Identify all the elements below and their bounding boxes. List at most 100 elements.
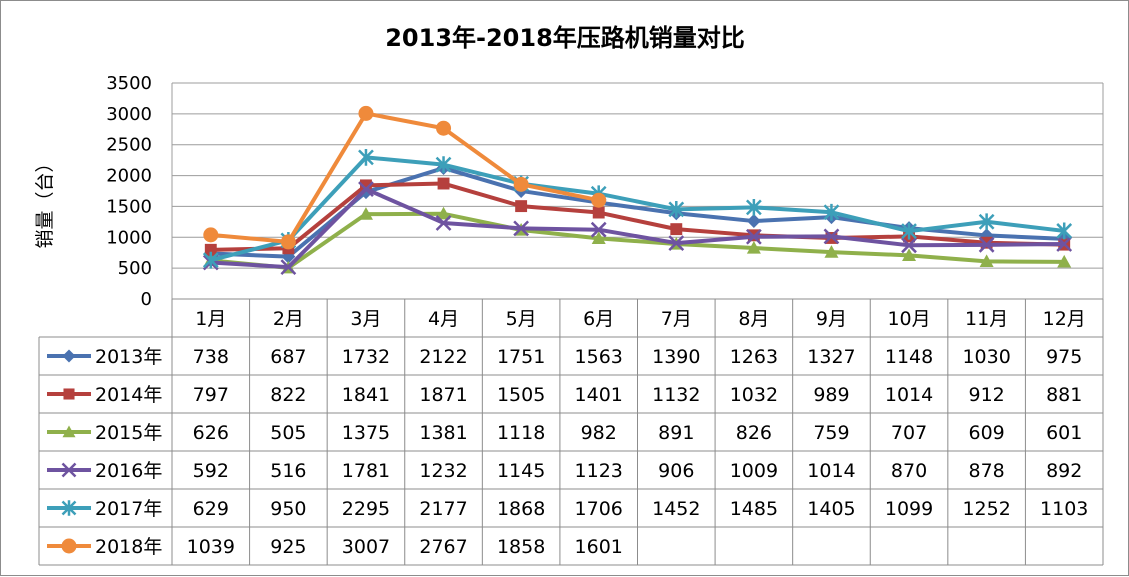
series-line xyxy=(210,187,1065,270)
data-point xyxy=(202,251,219,269)
data-point xyxy=(280,234,296,250)
data-label: 1014 xyxy=(807,460,855,482)
y-tick-label: 3500 xyxy=(106,73,152,94)
data-point xyxy=(515,200,528,213)
data-label: 1485 xyxy=(730,498,778,520)
data-point xyxy=(901,237,917,254)
data-label: 2767 xyxy=(419,536,467,558)
data-point xyxy=(204,243,217,256)
data-label: 1381 xyxy=(419,422,467,444)
data-label: 2295 xyxy=(342,498,390,520)
data-point xyxy=(670,223,683,236)
data-label: 1148 xyxy=(885,346,933,368)
series-3 xyxy=(202,181,1073,276)
data-point xyxy=(436,120,452,136)
x-tick-label: 2月 xyxy=(273,308,304,330)
y-axis-label: 销量（台） xyxy=(34,153,56,248)
data-point xyxy=(901,222,917,240)
data-label: 912 xyxy=(968,384,1004,406)
data-point xyxy=(592,206,605,219)
data-label: 2177 xyxy=(419,498,467,520)
y-tick-label: 500 xyxy=(118,258,152,279)
data-label: 989 xyxy=(813,384,849,406)
data-point xyxy=(745,198,762,216)
data-label: 1405 xyxy=(807,498,855,520)
chart-title: 2013年-2018年压路机销量对比 xyxy=(385,24,745,52)
data-label: 1032 xyxy=(730,384,778,406)
data-label: 1232 xyxy=(419,460,467,482)
data-label: 1327 xyxy=(807,346,855,368)
data-point xyxy=(668,235,685,251)
data-label: 881 xyxy=(1046,384,1082,406)
data-point xyxy=(824,245,839,258)
data-label: 797 xyxy=(193,384,229,406)
data-label: 1871 xyxy=(419,384,467,406)
data-point xyxy=(203,227,219,243)
data-label: 1401 xyxy=(575,384,623,406)
data-point xyxy=(360,179,372,192)
x-tick-label: 8月 xyxy=(738,308,769,330)
x-tick-label: 3月 xyxy=(350,308,381,330)
data-label: 1014 xyxy=(885,384,933,406)
data-point xyxy=(437,177,450,190)
data-label: 826 xyxy=(736,422,772,444)
y-axis: 0 500 1000 1500 2000 2500 3000 3500 xyxy=(106,73,152,310)
data-label: 1252 xyxy=(962,498,1010,520)
legend-label: 2018年 xyxy=(95,536,162,558)
data-point xyxy=(746,241,761,254)
series-line xyxy=(210,111,600,244)
data-label: 738 xyxy=(193,346,229,368)
data-label: 925 xyxy=(270,536,306,558)
y-tick-label: 0 xyxy=(141,289,152,310)
data-point xyxy=(745,228,762,245)
data-label: 950 xyxy=(270,498,306,520)
data-point xyxy=(62,349,76,363)
legend-label: 2016年 xyxy=(95,460,162,482)
series-line xyxy=(210,181,1065,252)
data-label: 870 xyxy=(891,460,927,482)
x-tick-label: 6月 xyxy=(583,308,614,330)
legend-label: 2017年 xyxy=(95,498,162,520)
data-label: 1030 xyxy=(962,346,1010,368)
data-point xyxy=(1056,236,1073,252)
x-tick-label: 9月 xyxy=(816,308,847,330)
data-label: 1145 xyxy=(497,460,545,482)
series-lines xyxy=(202,105,1073,276)
data-label: 707 xyxy=(891,422,927,444)
y-tick-label: 1000 xyxy=(106,227,152,248)
data-label: 592 xyxy=(193,460,229,482)
y-tick-label: 1500 xyxy=(106,196,152,217)
x-tick-label: 5月 xyxy=(506,308,537,330)
data-label: 1103 xyxy=(1040,498,1088,520)
data-point xyxy=(61,538,77,554)
data-point xyxy=(435,156,452,174)
data-label: 822 xyxy=(270,384,306,406)
data-point xyxy=(513,176,529,192)
data-label: 1039 xyxy=(187,536,235,558)
data-label: 1751 xyxy=(497,346,545,368)
data-label: 1452 xyxy=(652,498,700,520)
data-point xyxy=(980,236,993,249)
x-tick-label: 10月 xyxy=(887,308,930,330)
data-label: 3007 xyxy=(342,536,390,558)
x-tick-label: 7月 xyxy=(661,308,692,330)
data-point xyxy=(823,203,840,221)
data-point xyxy=(668,200,685,218)
data-label: 975 xyxy=(1046,346,1082,368)
data-point xyxy=(902,248,917,261)
data-point xyxy=(1056,222,1073,240)
data-label: 505 xyxy=(270,422,306,444)
data-label: 601 xyxy=(1046,422,1082,444)
data-label: 2122 xyxy=(419,346,467,368)
x-tick-label: 4月 xyxy=(428,308,459,330)
data-label: 892 xyxy=(1046,460,1082,482)
data-table: 1月 2月 3月 4月 5月 6月 7月 8月 9月 10月 11月 12月 2013年 738 687 17… xyxy=(38,298,1104,566)
data-label: 1732 xyxy=(342,346,390,368)
series-line xyxy=(210,155,1065,263)
data-label: 1781 xyxy=(342,460,390,482)
data-point xyxy=(61,500,77,516)
data-label: 1263 xyxy=(730,346,778,368)
data-label: 982 xyxy=(581,422,617,444)
data-point xyxy=(62,425,76,438)
